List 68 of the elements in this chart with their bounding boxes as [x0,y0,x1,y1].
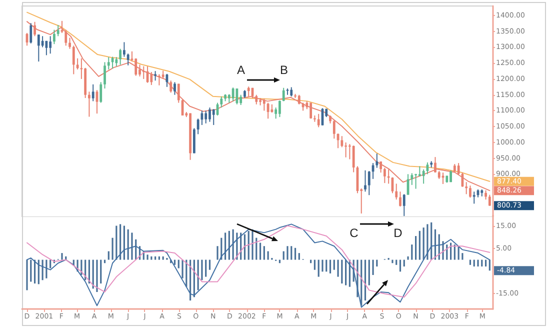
candlestick [142,66,145,80]
candlestick [402,194,406,217]
candlestick [41,36,44,48]
candlestick [290,86,293,97]
candlestick [422,168,425,184]
candlestick [434,156,436,174]
candlestick [64,29,68,46]
candlestick [212,108,215,126]
candlestick [332,120,336,140]
candlestick [472,191,476,204]
candlestick [469,185,472,198]
annotation: D [394,226,403,240]
candlestick [53,29,56,45]
candlestick [410,172,414,186]
candlestick [56,24,60,37]
candlestick [399,191,402,208]
candlestick [220,96,223,108]
candlestick [170,80,172,94]
candlestick [174,82,176,96]
candlestick [107,56,110,70]
candlestick [488,194,491,206]
candlestick [119,48,122,66]
candlestick [154,70,156,82]
candlestick [123,42,126,58]
candlestick [278,100,281,118]
candlestick [177,83,180,104]
annotation: B [280,63,288,77]
candlestick [344,142,348,158]
candlestick [37,34,40,62]
candlestick [247,86,250,97]
candlestick [255,94,258,105]
candlestick [192,128,196,154]
candlestick [352,145,355,173]
candlestick [49,36,52,54]
candlestick [376,153,378,168]
candlestick [418,166,421,177]
candlestick [395,183,398,200]
candlestick [72,45,75,75]
candlestick [457,162,460,176]
candlestick [92,84,94,102]
candlestick [126,53,130,66]
annotation: A [236,63,246,77]
candlestick [100,82,102,104]
candlestick [134,58,138,76]
candlestick [340,136,344,148]
candlestick [266,102,270,120]
candlestick [236,88,238,105]
candlestick [364,170,366,192]
candlestick [68,37,71,50]
candlestick [383,167,386,184]
candlestick [150,71,153,86]
candlestick [196,118,200,135]
candlestick [88,91,90,118]
candlestick [380,160,382,174]
candlestick [232,87,234,102]
candlestick [30,22,32,44]
annotation: C [350,226,359,240]
candlestick [104,62,106,89]
candlestick [262,98,266,112]
candlestick [208,107,211,122]
candlestick [282,87,285,102]
candlestick [204,110,208,124]
candlestick [414,173,417,190]
candlestick [45,40,48,56]
candlestick [298,94,300,105]
candlestick [368,170,370,196]
candlestick [317,113,320,128]
candlestick [115,56,118,67]
